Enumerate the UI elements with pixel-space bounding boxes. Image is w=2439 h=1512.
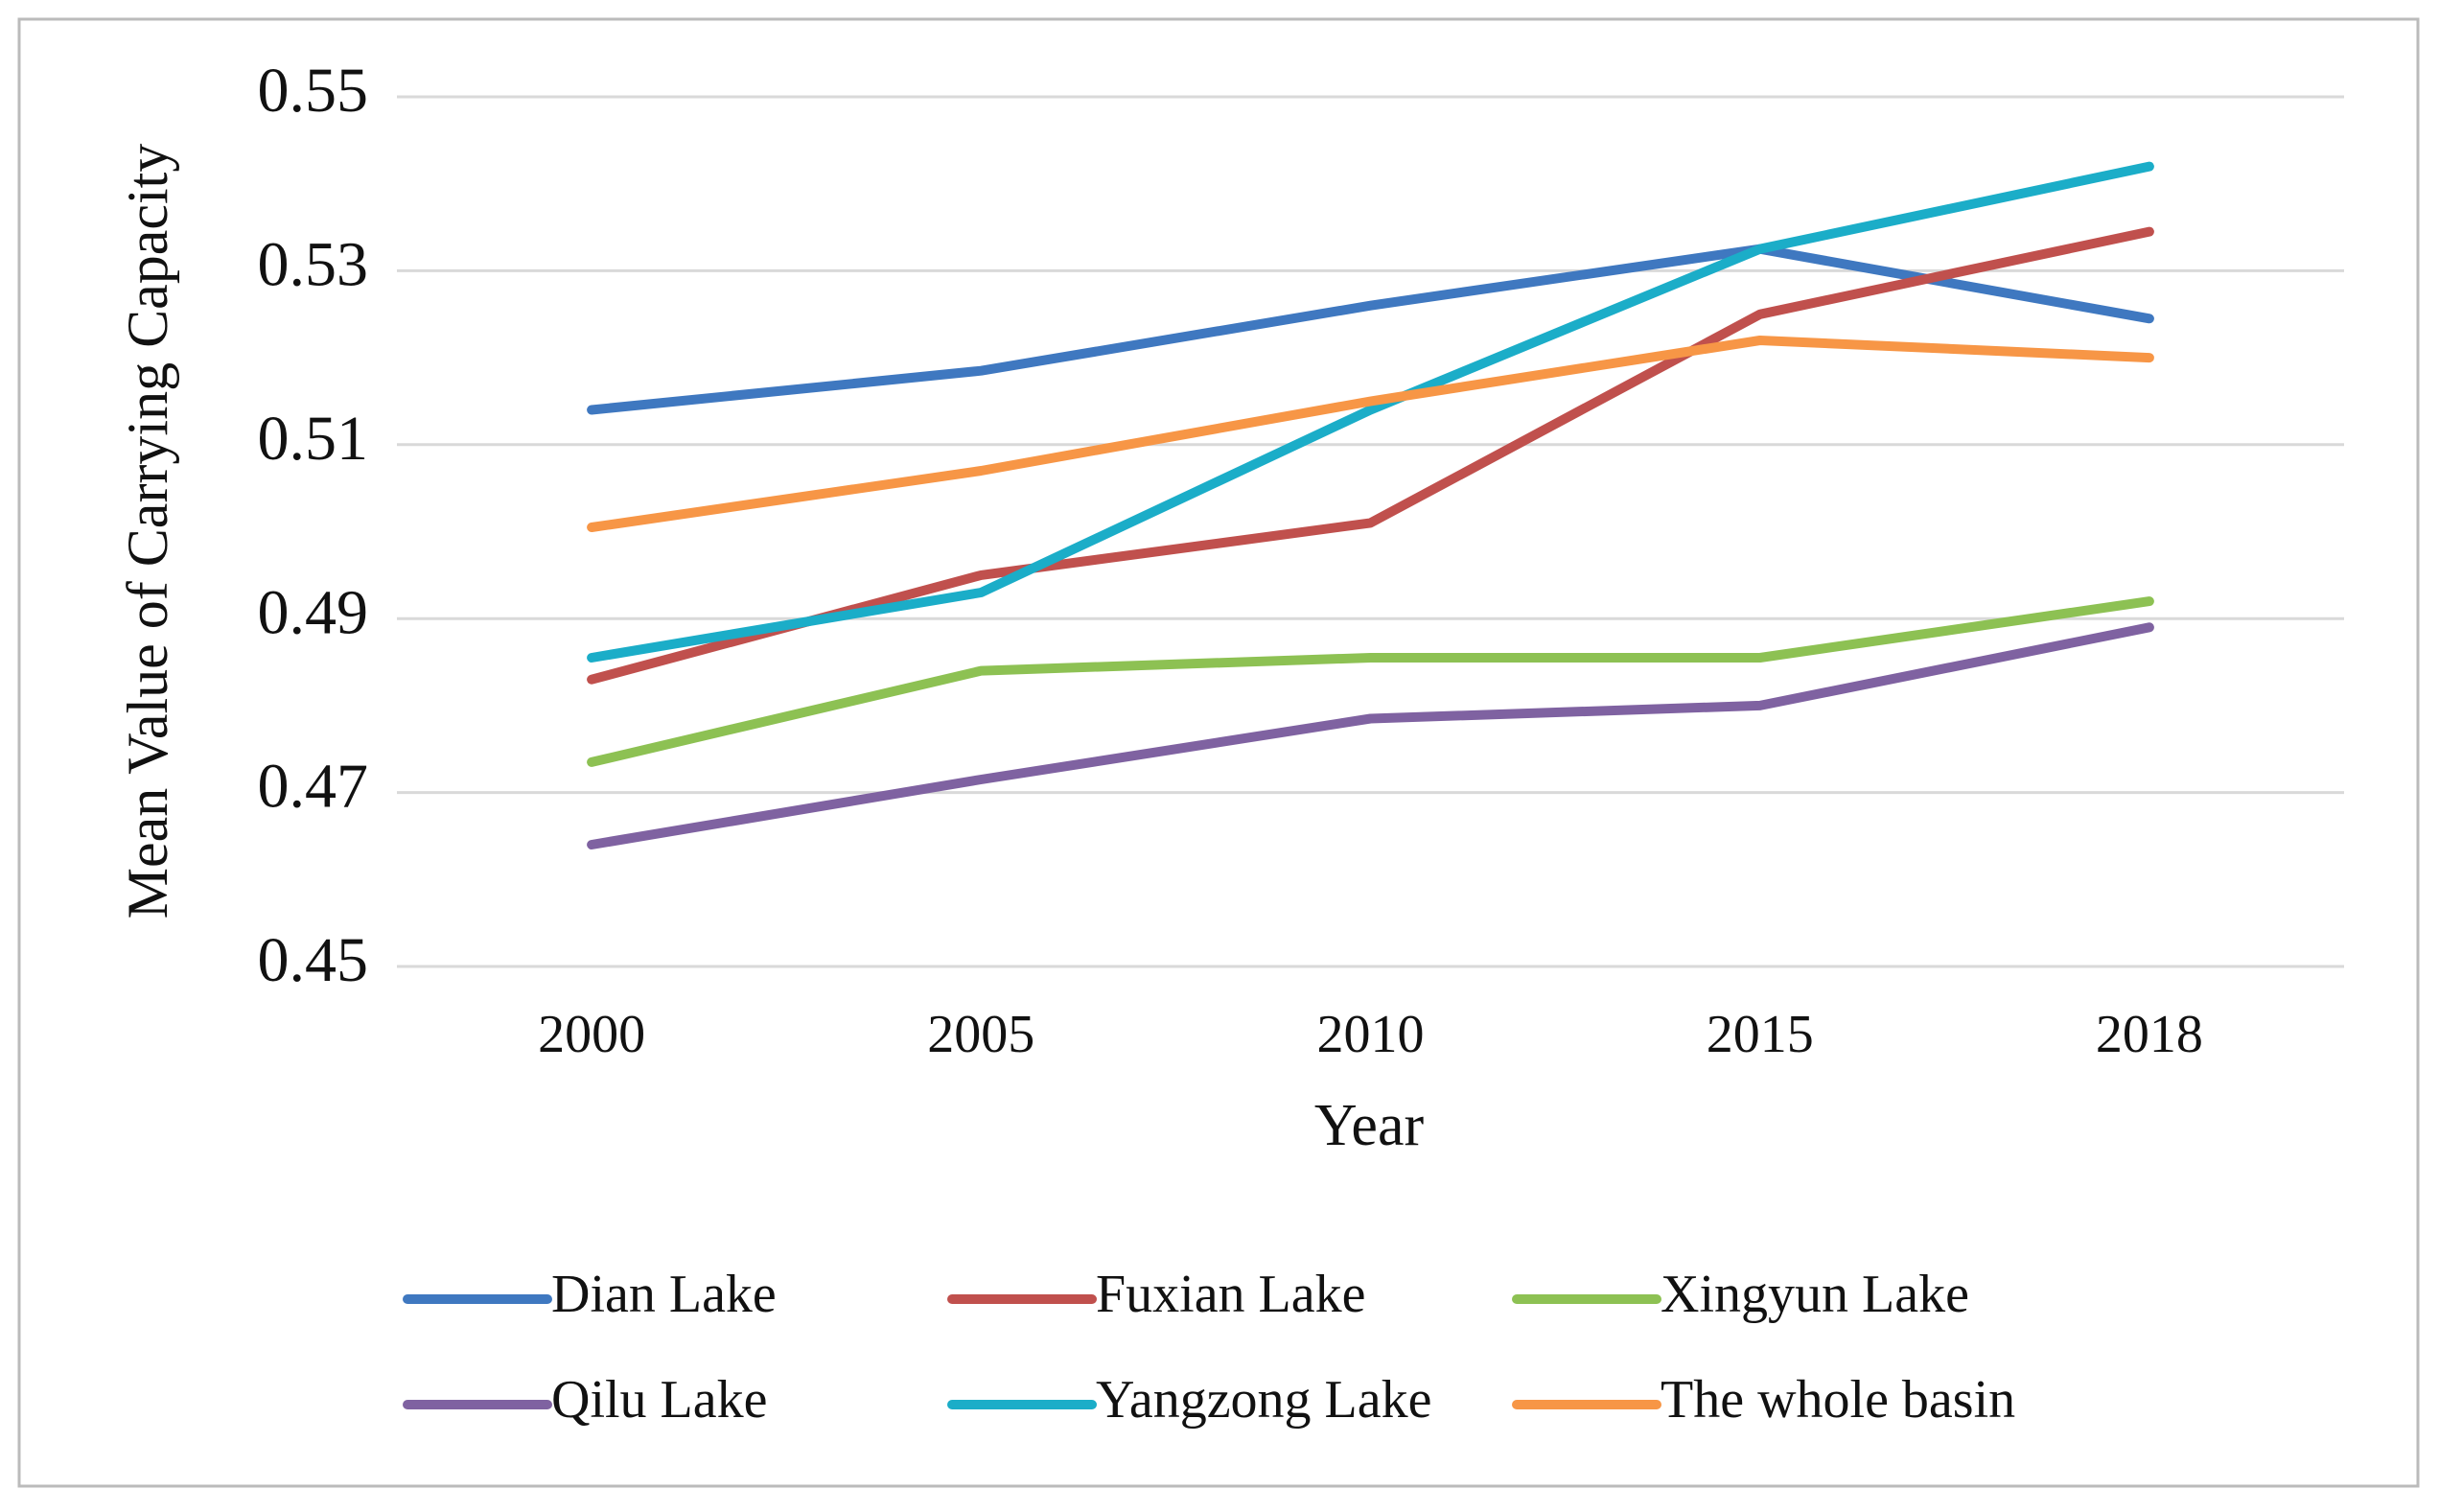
x-axis-title: Year — [1314, 1093, 1425, 1158]
y-tick-label: 0.45 — [258, 925, 369, 995]
x-tick-label: 2010 — [1317, 1005, 1425, 1064]
y-tick-label: 0.51 — [258, 404, 369, 474]
y-tick-label: 0.47 — [258, 752, 369, 822]
legend-label: Dian Lake — [551, 1265, 777, 1324]
series-line — [587, 336, 2154, 532]
y-tick-label: 0.53 — [258, 230, 369, 300]
x-tick-label: 2000 — [538, 1005, 645, 1064]
series-line — [587, 596, 2154, 767]
legend-label: The whole basin — [1661, 1370, 2015, 1430]
x-tick-label: 2005 — [927, 1005, 1034, 1064]
y-tick-label: 0.55 — [258, 56, 369, 126]
y-tick-label: 0.49 — [258, 577, 369, 647]
legend-label: Fuxian Lake — [1096, 1265, 1365, 1324]
legend-label: Yangzong Lake — [1096, 1370, 1431, 1430]
series-line — [587, 244, 2154, 415]
legend-label: Qilu Lake — [551, 1370, 767, 1430]
legend-label: Xingyun Lake — [1661, 1265, 1969, 1324]
y-axis-title: Mean Value of Carrying Capacity — [116, 144, 179, 919]
x-tick-label: 2015 — [1707, 1005, 1814, 1064]
x-tick-label: 2018 — [2096, 1005, 2203, 1064]
series-line — [587, 622, 2154, 849]
series-line — [587, 161, 2154, 663]
